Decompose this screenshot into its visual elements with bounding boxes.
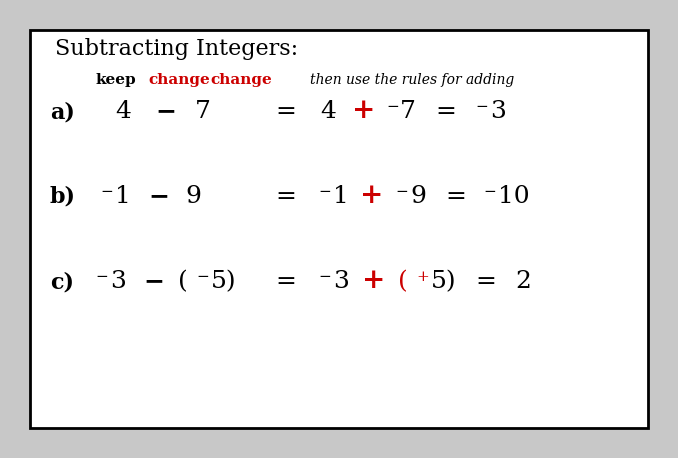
Text: −: − [395,185,407,199]
Text: 3: 3 [110,270,126,293]
Text: −: − [318,185,331,199]
Text: +: + [352,97,376,124]
Text: −: − [155,99,176,123]
Text: Subtracting Integers:: Subtracting Integers: [55,38,298,60]
Text: 1: 1 [115,185,131,208]
Text: −: − [483,185,496,199]
Text: b): b) [50,186,76,208]
Text: then use the rules for adding: then use the rules for adding [310,73,514,87]
Text: −: − [318,270,331,284]
Text: +: + [360,182,383,209]
Text: −: − [100,185,113,199]
Text: a): a) [50,101,75,123]
Text: change: change [148,73,210,87]
Text: c): c) [50,271,74,293]
Text: +: + [416,270,428,284]
Text: 2: 2 [515,270,531,293]
Text: 7: 7 [400,100,416,123]
Text: 4: 4 [320,100,336,123]
Text: +: + [362,267,385,294]
Text: 10: 10 [498,185,530,208]
Text: 4: 4 [115,100,131,123]
Text: (: ( [178,270,188,293]
Text: 5): 5) [431,270,456,293]
Text: keep: keep [95,73,136,87]
Text: 9: 9 [185,185,201,208]
Text: −: − [386,100,399,114]
FancyBboxPatch shape [30,30,648,428]
Text: −: − [95,270,108,284]
Text: 5): 5) [211,270,237,293]
Text: −: − [148,184,169,208]
Text: 7: 7 [195,100,211,123]
Text: =: = [475,270,496,293]
Text: (: ( [398,270,407,293]
Text: −: − [143,269,164,293]
Text: =: = [445,185,466,208]
Text: 1: 1 [333,185,348,208]
Text: =: = [275,270,296,293]
Text: change: change [210,73,272,87]
Text: −: − [196,270,209,284]
Text: =: = [275,100,296,123]
Text: =: = [435,100,456,123]
Text: =: = [275,185,296,208]
Text: 3: 3 [490,100,506,123]
Text: 3: 3 [333,270,349,293]
Text: −: − [475,100,487,114]
Text: 9: 9 [410,185,426,208]
